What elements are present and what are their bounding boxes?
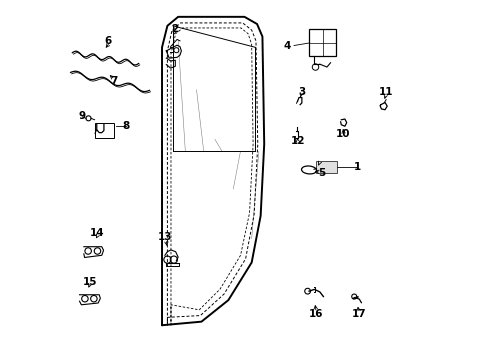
Text: 3: 3 xyxy=(298,87,305,97)
Text: 6: 6 xyxy=(104,36,112,46)
Text: 9: 9 xyxy=(79,111,86,121)
Text: 13: 13 xyxy=(157,232,172,242)
FancyBboxPatch shape xyxy=(308,30,335,56)
Text: 5: 5 xyxy=(317,168,325,178)
Text: 11: 11 xyxy=(378,87,393,98)
Text: 14: 14 xyxy=(90,228,104,238)
FancyBboxPatch shape xyxy=(316,161,336,173)
Text: 2: 2 xyxy=(171,24,178,35)
Text: 16: 16 xyxy=(308,309,323,319)
Text: 1: 1 xyxy=(353,162,360,172)
Text: 12: 12 xyxy=(290,136,304,146)
Text: 15: 15 xyxy=(82,277,97,287)
Text: 10: 10 xyxy=(335,129,349,139)
Text: 7: 7 xyxy=(110,76,117,86)
Ellipse shape xyxy=(301,166,316,174)
Text: 8: 8 xyxy=(122,121,129,131)
Text: 17: 17 xyxy=(351,309,366,319)
Text: 4: 4 xyxy=(283,41,291,50)
